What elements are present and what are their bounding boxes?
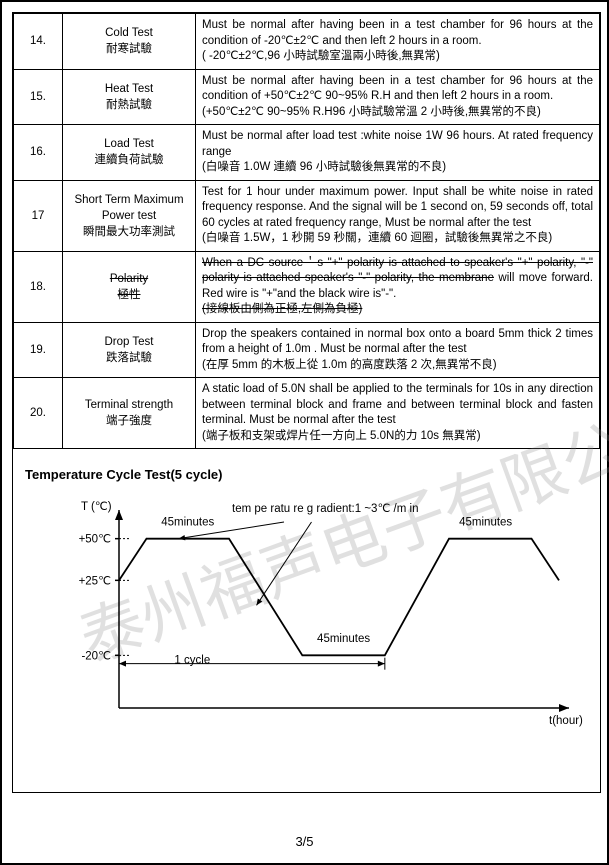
svg-text:1 cycle: 1 cycle (174, 655, 210, 667)
table-row: 20.Terminal strength端子強度A static load of… (14, 378, 600, 449)
svg-text:45minutes: 45minutes (459, 517, 512, 529)
chart-svg: T (℃) t(hour) +50℃ +25℃ -20℃ 45minutes 45minut… (27, 486, 587, 786)
row-desc: A static load of 5.0N shall be applied t… (196, 378, 600, 449)
row-desc: Test for 1 hour under maximum power. Inp… (196, 180, 600, 251)
row-desc: Must be normal after having been in a te… (196, 69, 600, 125)
row-number: 15. (14, 69, 63, 125)
content-frame: 14.Cold Test耐寒試驗Must be normal after hav… (12, 12, 601, 793)
table-row: 16.Load Test連續負荷試驗Must be normal after l… (14, 125, 600, 181)
row-name: Cold Test耐寒試驗 (63, 14, 196, 70)
row-name: Heat Test耐熱試驗 (63, 69, 196, 125)
row-number: 17 (14, 180, 63, 251)
row-number: 16. (14, 125, 63, 181)
svg-text:45minutes: 45minutes (317, 633, 370, 645)
row-number: 19. (14, 322, 63, 378)
row-number: 20. (14, 378, 63, 449)
table-row: 14.Cold Test耐寒試驗Must be normal after hav… (14, 14, 600, 70)
svg-text:+25℃: +25℃ (78, 576, 111, 588)
row-name: Polarity極性 (63, 251, 196, 322)
table-row: 17Short Term Maximum Power test瞬間最大功率測試T… (14, 180, 600, 251)
svg-text:-20℃: -20℃ (81, 651, 111, 663)
row-name: Short Term Maximum Power test瞬間最大功率測試 (63, 180, 196, 251)
svg-text:tem pe ratu re g radient:1 ~3℃: tem pe ratu re g radient:1 ~3℃ /m in (232, 503, 418, 515)
table-row: 15.Heat Test耐熱試驗Must be normal after hav… (14, 69, 600, 125)
row-desc: When a DC source＇s "+" polarity is attac… (196, 251, 600, 322)
row-desc: Drop the speakers contained in normal bo… (196, 322, 600, 378)
row-name: Drop Test跌落試驗 (63, 322, 196, 378)
temperature-cycle-chart: T (℃) t(hour) +50℃ +25℃ -20℃ 45minutes 45minut… (27, 486, 587, 786)
row-number: 14. (14, 14, 63, 70)
svg-text:T (℃): T (℃) (81, 501, 112, 513)
svg-text:45minutes: 45minutes (161, 517, 214, 529)
svg-text:t(hour): t(hour) (549, 715, 583, 727)
page-number: 3/5 (2, 834, 607, 849)
table-row: 18.Polarity極性When a DC source＇s "+" pola… (14, 251, 600, 322)
row-desc: Must be normal after load test :white no… (196, 125, 600, 181)
svg-text:+50℃: +50℃ (78, 534, 111, 546)
table-row: 19.Drop Test跌落試驗Drop the speakers contai… (14, 322, 600, 378)
page: 泰州福声电子有限公司 14.Cold Test耐寒試驗Must be norma… (0, 0, 609, 865)
row-name: Terminal strength端子強度 (63, 378, 196, 449)
section-title: Temperature Cycle Test(5 cycle) (13, 449, 600, 486)
row-name: Load Test連續負荷試驗 (63, 125, 196, 181)
spec-table: 14.Cold Test耐寒試驗Must be normal after hav… (13, 13, 600, 449)
row-desc: Must be normal after having been in a te… (196, 14, 600, 70)
row-number: 18. (14, 251, 63, 322)
